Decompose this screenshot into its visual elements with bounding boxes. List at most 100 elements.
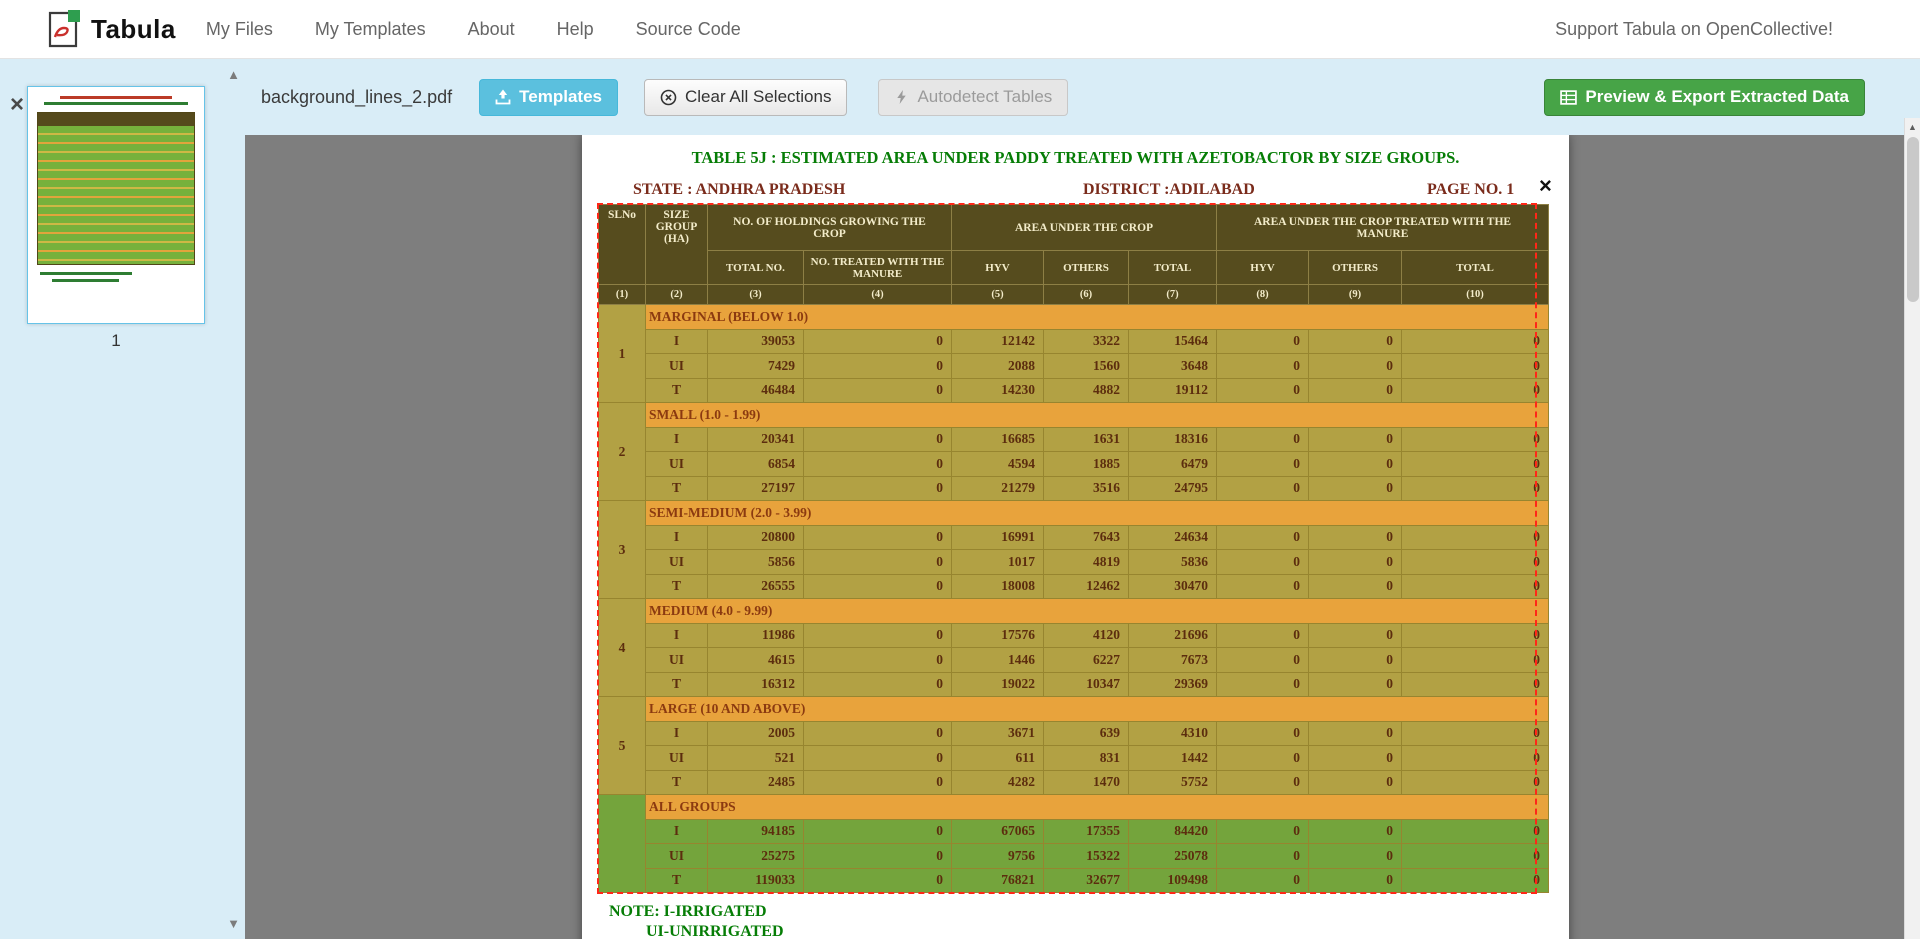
slno-cell (598, 794, 646, 893)
value-cell: 21696 (1128, 622, 1218, 648)
table-row: T 16312 0 19022 10347 29369 0 0 0 (599, 671, 1550, 697)
value-cell: 831 (1043, 745, 1130, 771)
value-cell: 1442 (1128, 745, 1218, 771)
scroll-up-button[interactable]: ▲ (1905, 118, 1920, 136)
value-cell: 0 (1401, 451, 1550, 477)
thumb-subtitle-line (43, 102, 189, 105)
thumb-title-line (59, 96, 173, 99)
table-row: UI 521 0 611 831 1442 0 0 0 (599, 745, 1550, 771)
value-cell: 0 (1308, 647, 1403, 673)
value-cell: 14230 (951, 377, 1045, 403)
value-cell: 0 (802, 843, 953, 869)
support-link[interactable]: Support Tabula on OpenCollective! (1555, 18, 1833, 39)
table-row: I 39053 0 12142 3322 15464 0 0 0 (599, 328, 1550, 354)
value-cell: 29369 (1128, 671, 1218, 697)
value-cell: 7429 (707, 353, 804, 379)
district-label: DISTRICT :ADILABAD (1083, 181, 1255, 198)
value-cell: 5752 (1128, 769, 1218, 795)
value-cell: 0 (802, 475, 953, 501)
value-cell: 4120 (1043, 622, 1130, 648)
header-holdings-group: NO. OF HOLDINGS GROWING THE CROP (706, 204, 953, 251)
preview-export-button[interactable]: Preview & Export Extracted Data (1544, 78, 1865, 116)
clear-all-selections-button[interactable]: Clear All Selections (643, 78, 848, 116)
value-cell: 0 (1308, 843, 1403, 869)
value-cell: 0 (802, 451, 953, 477)
nav-item-about[interactable]: About (467, 18, 515, 39)
nav-item-my-files[interactable]: My Files (205, 18, 273, 39)
value-cell: 4819 (1043, 549, 1130, 575)
value-cell: 1560 (1043, 353, 1130, 379)
value-cell: 76821 (951, 867, 1045, 893)
value-cell: 0 (1216, 818, 1310, 844)
nav-item-my-templates[interactable]: My Templates (314, 18, 426, 39)
scrollbar-thumb[interactable] (1907, 137, 1919, 302)
pdf-page[interactable]: TABLE 5J : ESTIMATED AREA UNDER PADDY TR… (582, 135, 1569, 939)
group-name-cell: ALL GROUPS (644, 794, 1550, 820)
sidebar-scroll-down-icon[interactable]: ▼ (227, 916, 240, 931)
autodetect-tables-button[interactable]: Autodetect Tables (878, 78, 1069, 116)
value-cell: 0 (1401, 353, 1550, 379)
value-cell: 1470 (1043, 769, 1130, 795)
pdf-table-body: 1 MARGINAL (BELOW 1.0) I 39053 0 12142 3322 154… (598, 304, 1550, 893)
row-label-cell: UI (645, 451, 708, 477)
value-cell: 0 (1216, 843, 1310, 869)
clear-button-label: Clear All Selections (684, 87, 832, 106)
group-name-cell: SMALL (1.0 - 1.99) (644, 402, 1550, 428)
value-cell: 11986 (707, 622, 804, 648)
value-cell: 26555 (707, 573, 804, 599)
header-treated-group: AREA UNDER THE CROP TREATED WITH THE MAN… (1216, 204, 1550, 251)
templates-button[interactable]: Templates (479, 78, 618, 116)
value-cell: 0 (1216, 867, 1310, 893)
value-cell: 6227 (1043, 647, 1130, 673)
value-cell: 21279 (951, 475, 1045, 501)
row-label-cell: I (645, 720, 708, 746)
value-cell: 0 (1216, 671, 1310, 697)
value-cell: 0 (1308, 867, 1403, 893)
sidebar-scroll-up-icon[interactable]: ▲ (227, 67, 240, 82)
value-cell: 5836 (1128, 549, 1218, 575)
value-cell: 5856 (707, 549, 804, 575)
value-cell: 0 (802, 671, 953, 697)
value-cell: 0 (1216, 377, 1310, 403)
remove-page-button[interactable]: × (10, 91, 25, 118)
header-size-group: SIZE GROUP (HA) (645, 204, 708, 285)
table-row: T 46484 0 14230 4882 19112 0 0 0 (599, 377, 1550, 403)
header-others-treated: OTHERS (1308, 250, 1403, 285)
value-cell: 4594 (951, 451, 1045, 477)
value-cell: 16991 (951, 524, 1045, 550)
value-cell: 0 (1401, 671, 1550, 697)
value-cell: 0 (1401, 573, 1550, 599)
lightning-icon (894, 89, 909, 105)
value-cell: 84420 (1128, 818, 1218, 844)
slno-cell: 2 (598, 402, 646, 501)
value-cell: 0 (1401, 647, 1550, 673)
value-cell: 0 (1308, 622, 1403, 648)
value-cell: 0 (802, 867, 953, 893)
nav-item-source-code[interactable]: Source Code (635, 18, 741, 39)
value-cell: 1446 (951, 647, 1045, 673)
value-cell: 0 (1401, 867, 1550, 893)
value-cell: 0 (1308, 451, 1403, 477)
table-row: UI 5856 0 1017 4819 5836 0 0 0 (599, 549, 1550, 575)
value-cell: 611 (951, 745, 1045, 771)
group-title-row: 2 SMALL (1.0 - 1.99) (598, 402, 1550, 501)
value-cell: 0 (802, 647, 953, 673)
brand-title: Tabula (91, 13, 176, 44)
row-label-cell: T (645, 475, 708, 501)
header-total-no: TOTAL NO. (707, 250, 804, 285)
value-cell: 0 (1216, 769, 1310, 795)
table-row: I 20341 0 16685 1631 18316 0 0 0 (599, 426, 1550, 452)
value-cell: 32677 (1043, 867, 1130, 893)
brand-link[interactable]: Tabula (45, 9, 176, 49)
value-cell: 0 (1401, 745, 1550, 771)
row-label-cell: T (645, 573, 708, 599)
row-label-cell: I (645, 622, 708, 648)
pdf-viewer[interactable]: TABLE 5J : ESTIMATED AREA UNDER PADDY TR… (245, 135, 1920, 939)
selection-close-button[interactable]: × (1539, 173, 1552, 198)
value-cell: 25275 (707, 843, 804, 869)
value-cell: 0 (1308, 720, 1403, 746)
nav-item-help[interactable]: Help (556, 18, 594, 39)
value-cell: 6479 (1128, 451, 1218, 477)
page-thumbnail[interactable] (27, 86, 205, 324)
vertical-scrollbar[interactable]: ▲ ▼ (1904, 118, 1920, 939)
